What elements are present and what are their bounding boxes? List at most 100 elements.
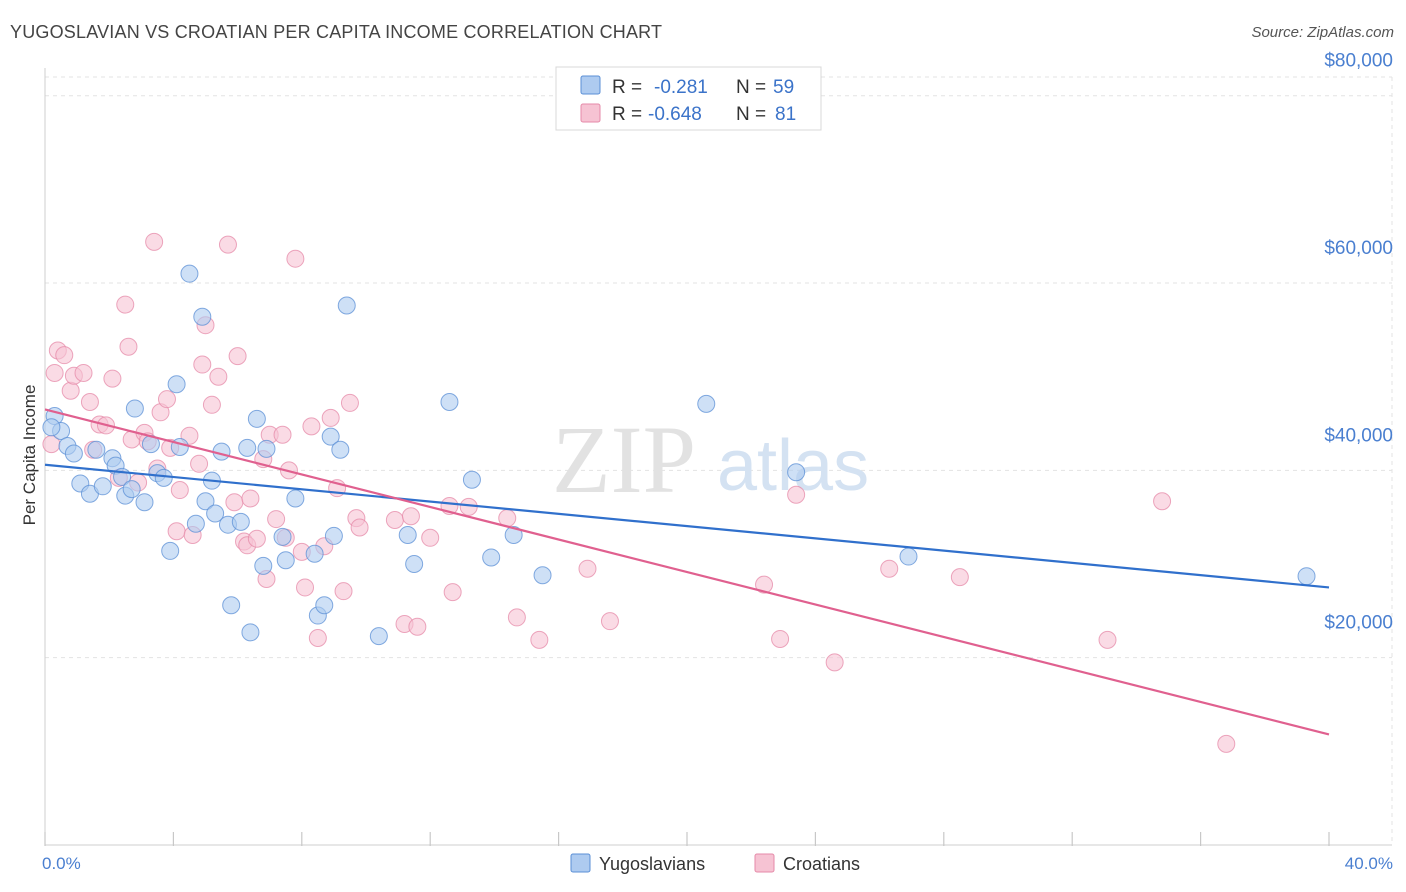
yugoslavian-point <box>167 375 186 394</box>
yugoslavian-point <box>787 463 806 482</box>
croatian-point <box>103 369 122 388</box>
croatians-trend-line <box>44 408 1330 736</box>
x-tick-label: 40.0% <box>1345 854 1393 873</box>
croatian-point <box>880 559 899 578</box>
trend-lines <box>44 408 1330 736</box>
axes <box>44 68 1392 846</box>
y-tick-label: $20,000 <box>1324 613 1393 634</box>
bottom-legend-swatch-yugoslavians <box>570 853 591 873</box>
yugoslavian-point <box>231 512 250 531</box>
yugoslavian-point <box>315 596 334 615</box>
yugoslavian-point <box>273 527 292 546</box>
legend-r-value-2: -0.648 <box>648 104 702 125</box>
croatian-point <box>80 392 99 411</box>
legend-r-value-1: -0.281 <box>654 77 708 98</box>
yugoslavian-point <box>331 440 350 459</box>
legend-n-value-2: 81 <box>775 104 796 125</box>
croatian-point <box>157 390 176 409</box>
croatian-point <box>202 395 221 414</box>
legend-r-label-2: R = <box>612 104 642 125</box>
yugoslavian-point <box>193 307 212 326</box>
legend-swatch-croatians <box>580 103 601 123</box>
yugoslavian-point <box>321 427 340 446</box>
yugoslavian-point <box>533 566 552 585</box>
yugoslavian-point <box>241 623 260 642</box>
croatian-point <box>267 510 286 529</box>
legend-swatch-yugoslavians <box>580 75 601 95</box>
yugoslavian-point <box>276 551 295 570</box>
yugoslavian-point <box>122 480 141 499</box>
croatian-point <box>385 511 404 530</box>
bottom-legend-croatians: Croatians <box>783 854 860 874</box>
yugoslavian-point <box>64 444 83 463</box>
yugoslavian-point <box>186 514 205 533</box>
yugoslavian-point <box>1297 567 1316 586</box>
croatian-point <box>167 522 186 541</box>
yugoslavian-point <box>337 296 356 315</box>
croatian-point <box>340 393 359 412</box>
y-tick-labels: $20,000 $40,000 $60,000 $80,000 <box>1324 51 1393 634</box>
yugoslavian-point <box>42 418 61 437</box>
yugoslavian-point <box>286 489 305 508</box>
y-tick-label: $80,000 <box>1324 51 1393 72</box>
yugoslavian-point <box>305 544 324 563</box>
croatian-point <box>61 381 80 400</box>
yugoslavian-point <box>196 492 215 511</box>
croatian-point <box>1098 630 1117 649</box>
yugoslavian-point <box>135 493 154 512</box>
yugoslavian-point <box>324 526 343 545</box>
croatian-point <box>302 417 321 436</box>
yugoslavian-point <box>899 547 918 566</box>
source-credit: Source: ZipAtlas.com <box>1251 24 1394 41</box>
y-axis-label: Per Capita Income <box>20 385 39 526</box>
yugoslavian-point <box>462 470 481 489</box>
series-legend: Yugoslavians Croatians <box>570 853 860 874</box>
croatian-point <box>408 617 427 636</box>
croatian-point <box>145 232 164 251</box>
croatian-point <box>1217 734 1236 753</box>
croatian-point <box>170 481 189 500</box>
yugoslavian-point <box>504 525 523 544</box>
croatian-point <box>350 518 369 537</box>
croatian-point <box>421 528 440 547</box>
yugoslavian-point <box>206 504 225 523</box>
croatian-point <box>209 367 228 386</box>
legend-n-label-1: N = <box>736 77 766 98</box>
croatian-point <box>296 578 315 597</box>
croatian-point <box>401 507 420 526</box>
croatian-point <box>273 425 292 444</box>
yugoslavian-point <box>697 394 716 413</box>
yugoslavians-points <box>42 264 1316 646</box>
croatian-point <box>190 454 209 473</box>
x-tick-labels: 0.0% 40.0% <box>42 854 1393 873</box>
legend-n-value-1: 59 <box>773 77 794 98</box>
croatian-point <box>55 346 74 365</box>
croatian-point <box>116 295 135 314</box>
bottom-legend-swatch-croatians <box>754 853 775 873</box>
watermark: ZIP atlas <box>552 406 869 513</box>
yugoslavians-trend-line <box>44 463 1330 589</box>
grid-lines <box>45 76 1393 845</box>
yugoslavian-point <box>440 392 459 411</box>
croatian-point <box>578 559 597 578</box>
chart-title: YUGOSLAVIAN VS CROATIAN PER CAPITA INCOM… <box>10 22 663 42</box>
croatian-point <box>321 408 340 427</box>
legend-n-label-2: N = <box>736 104 766 125</box>
yugoslavian-point <box>257 439 276 458</box>
yugoslavian-point <box>93 477 112 496</box>
correlation-legend: R = -0.281 N = 59 R = -0.648 N = 81 <box>555 66 822 131</box>
croatian-point <box>787 485 806 504</box>
yugoslavian-point <box>254 556 273 575</box>
croatian-point <box>247 529 266 548</box>
croatian-point <box>507 608 526 627</box>
yugoslavian-point <box>405 555 424 574</box>
croatian-point <box>193 355 212 374</box>
bottom-legend-yugoslavians: Yugoslavians <box>599 854 705 874</box>
yugoslavian-point <box>87 440 106 459</box>
croatian-point <box>308 629 327 648</box>
watermark-zip: ZIP <box>552 406 696 513</box>
croatian-point <box>119 337 138 356</box>
croatian-point <box>286 249 305 268</box>
y-tick-label: $60,000 <box>1324 238 1393 259</box>
